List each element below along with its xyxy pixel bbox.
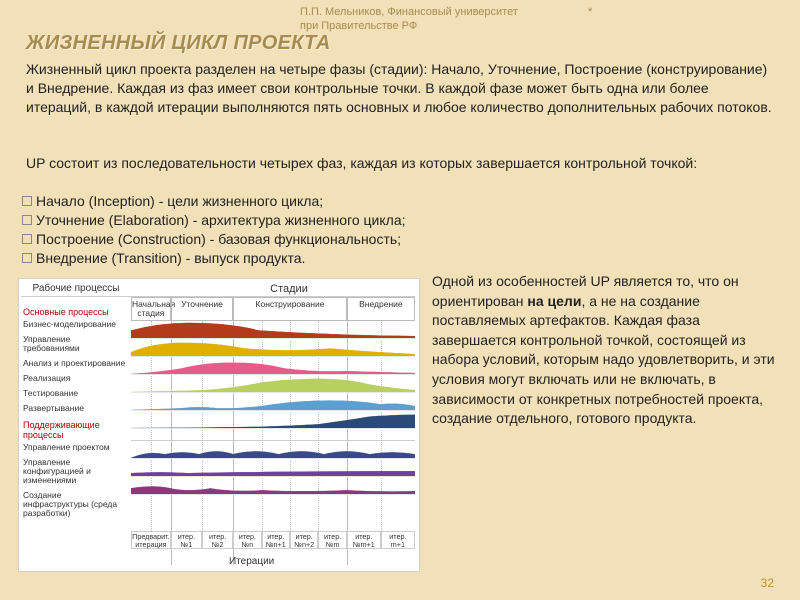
- iteration-cell: итер. m+1: [381, 531, 415, 549]
- iteration-cell: итер. №1: [171, 531, 202, 549]
- diagram-iterations-label: Итерации: [229, 556, 274, 567]
- chart-lane: [131, 393, 415, 411]
- chart-lane: [131, 477, 415, 495]
- chart-lane: [131, 459, 415, 477]
- rightcol-post: , а не на создание поставляемых артефакт…: [432, 293, 775, 427]
- chart-lane: [131, 441, 415, 459]
- page-title: ЖИЗНЕННЫЙ ЦИКЛ ПРОЕКТА: [26, 32, 331, 55]
- iteration-cell: Предварит. итерация: [131, 531, 171, 549]
- slide-root: П.П. Мельников, Финансовый университет п…: [0, 0, 800, 600]
- bullet-marker-icon: [22, 196, 32, 206]
- stage-header: Внедрение: [347, 297, 415, 321]
- bullet-item: Уточнение (Elaboration) - архитектура жи…: [22, 211, 562, 230]
- right-column-text: Одной из особенностей UP является то, чт…: [432, 272, 780, 429]
- iteration-cell: итер. №n: [233, 531, 261, 549]
- row-label: Тестирование: [23, 389, 129, 398]
- stage-header: Начальная стадия: [131, 297, 171, 321]
- paragraph-2: UP состоит из последовательности четырех…: [26, 154, 776, 173]
- bullet-text: Построение (Construction) - базовая функ…: [36, 230, 401, 249]
- lifecycle-diagram: Рабочие процессы Стадии Основные процесс…: [18, 278, 420, 572]
- diagram-stage-headers: Начальная стадияУточнениеКонструирование…: [131, 297, 415, 321]
- stage-header: Уточнение: [171, 297, 233, 321]
- bullet-item: Начало (Inception) - цели жизненного цик…: [22, 192, 562, 211]
- row-label: Управление конфигурацией и изменениями: [23, 458, 129, 485]
- row-label: Реализация: [23, 374, 129, 383]
- bullet-item: Построение (Construction) - базовая функ…: [22, 230, 562, 249]
- iteration-cell: итер. №m: [318, 531, 346, 549]
- bullet-text: Внедрение (Transition) - выпуск продукта…: [36, 249, 305, 268]
- row-label: Создание инфраструктуры (среда разработк…: [23, 491, 129, 518]
- iteration-cell: итер. №n+2: [290, 531, 318, 549]
- diagram-right-header: Стадии: [219, 283, 359, 295]
- chart-lane: [131, 375, 415, 393]
- chart-lane: [131, 321, 415, 339]
- iteration-cell: итер. №m+1: [347, 531, 381, 549]
- rightcol-bold: на цели: [527, 293, 581, 309]
- bullet-marker-icon: [22, 234, 32, 244]
- bullet-list: Начало (Inception) - цели жизненного цик…: [22, 192, 562, 268]
- chart-lane: [131, 411, 415, 429]
- page-number: 32: [761, 576, 774, 590]
- bullet-text: Уточнение (Elaboration) - архитектура жи…: [36, 211, 406, 230]
- row-group-label: Поддерживающие процессы: [23, 420, 129, 440]
- row-label: Анализ и проектирование: [23, 359, 129, 368]
- header-star: *: [588, 6, 592, 18]
- paragraph-1: Жизненный цикл проекта разделен на четыр…: [26, 60, 776, 117]
- bullet-text: Начало (Inception) - цели жизненного цик…: [36, 192, 323, 211]
- chart-lane: [131, 339, 415, 357]
- lane-spacer: [131, 429, 415, 441]
- author-line1: П.П. Мельников, Финансовый университет: [300, 6, 518, 18]
- diagram-row-labels: Основные процессы Бизнес-моделирование Упр…: [23, 299, 129, 518]
- bullet-item: Внедрение (Transition) - выпуск продукта…: [22, 249, 562, 268]
- diagram-chart-area: [131, 321, 415, 531]
- bullet-marker-icon: [22, 215, 32, 225]
- bullet-marker-icon: [22, 253, 32, 263]
- chart-lane: [131, 357, 415, 375]
- diagram-left-header: Рабочие процессы: [23, 283, 129, 294]
- author-line2: при Правительстве РФ: [300, 20, 417, 32]
- iteration-cell: итер. №n+1: [262, 531, 290, 549]
- diagram-iteration-row: Предварит. итерацияитер. №1итер. №2итер.…: [131, 531, 415, 549]
- row-label: Бизнес-моделирование: [23, 320, 129, 329]
- header-author: П.П. Мельников, Финансовый университет п…: [300, 6, 600, 34]
- row-label: Управление требованиями: [23, 335, 129, 353]
- stage-header: Конструирование: [233, 297, 347, 321]
- row-label: Развертывание: [23, 404, 129, 413]
- row-label: Управление проектом: [23, 443, 129, 452]
- iteration-cell: итер. №2: [202, 531, 233, 549]
- row-group-label: Основные процессы: [23, 307, 129, 317]
